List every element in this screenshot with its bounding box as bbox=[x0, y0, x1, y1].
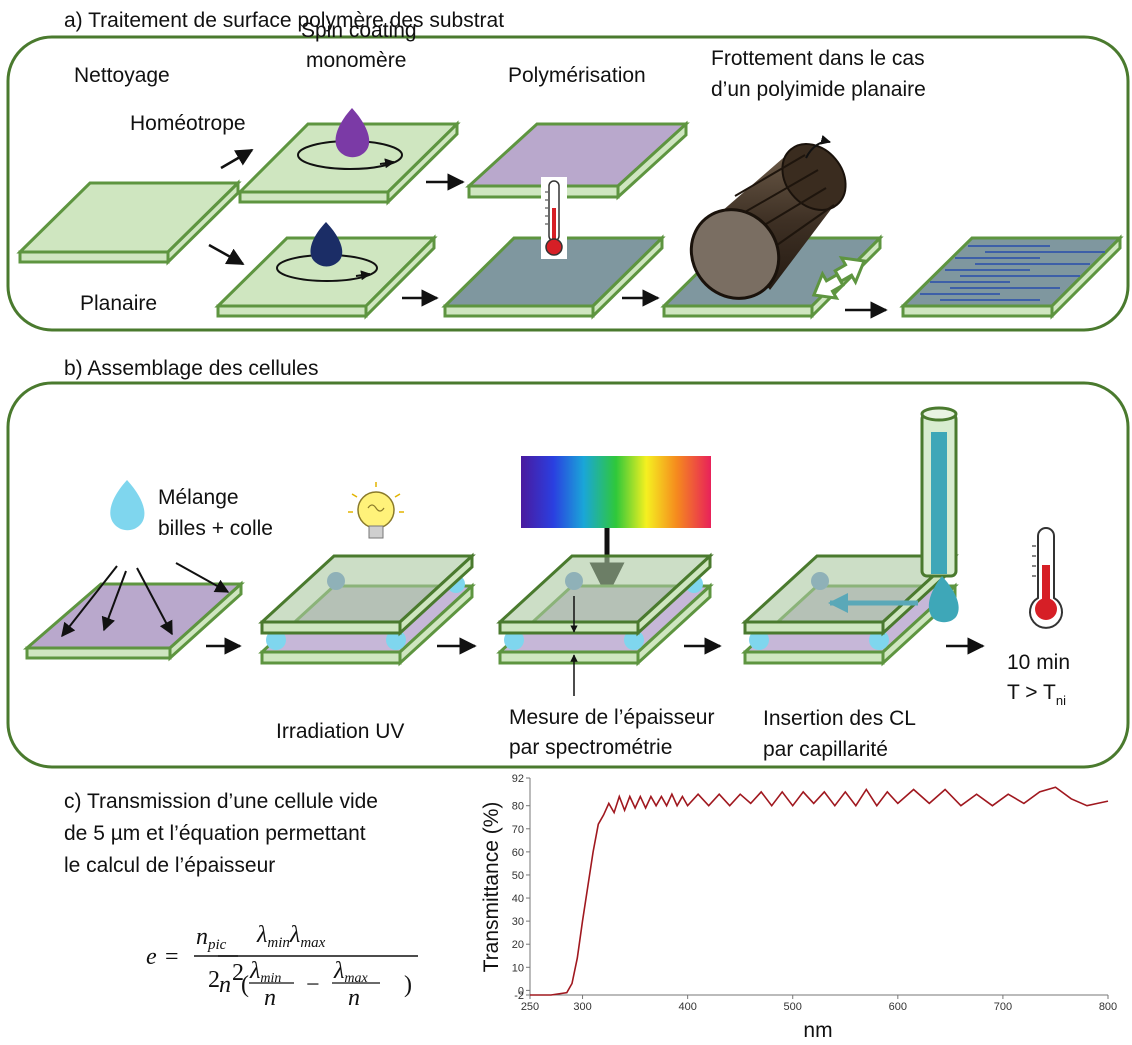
mesure-line1: Mesure de l’épaisseur bbox=[509, 706, 714, 729]
eq-frac2-num: λmax bbox=[333, 958, 369, 986]
y-tick-label: 10 bbox=[512, 962, 524, 974]
heating-temp: T > Tni bbox=[1007, 681, 1066, 708]
irradiation-label: Irradiation UV bbox=[276, 720, 404, 743]
thickness-equation: e = npic 2 λminλmax n 2 ( λmin n − λmax … bbox=[146, 922, 418, 1011]
eq-minus: − bbox=[306, 972, 320, 998]
substrate-purple-b bbox=[22, 580, 245, 662]
step-frottement-line2: d’un polyimide planaire bbox=[711, 78, 926, 101]
y-tick-label: 30 bbox=[512, 916, 524, 928]
x-tick-label: 300 bbox=[573, 1001, 591, 1013]
eq-frac1-den: n bbox=[264, 985, 276, 1011]
y-tick-label: 50 bbox=[512, 870, 524, 882]
drop-mixture-icon bbox=[110, 480, 145, 531]
step-spin-line2: monomère bbox=[306, 49, 406, 72]
step-spin-line1: Spin coating bbox=[301, 19, 417, 42]
substrate-poly-homeotrope bbox=[465, 120, 690, 201]
capillary-tube-icon bbox=[920, 406, 959, 623]
rotation-arrow bbox=[805, 134, 831, 159]
substrate-clean bbox=[16, 179, 242, 266]
substrate-rubbed bbox=[899, 234, 1124, 320]
x-tick-label: 400 bbox=[678, 1001, 696, 1013]
x-tick-label: 700 bbox=[994, 1001, 1012, 1013]
eq-npic: npic bbox=[196, 924, 227, 953]
caption-line3: le calcul de l’épaisseur bbox=[64, 854, 275, 877]
y-axis-label: Transmittance (%) bbox=[480, 802, 503, 973]
y-tick-label: -2 bbox=[514, 990, 524, 1002]
section-b-frame bbox=[6, 381, 1130, 769]
spectrum-bar bbox=[521, 456, 711, 528]
eq-lhs: e bbox=[146, 944, 157, 970]
y-tick-label: 80 bbox=[512, 801, 524, 813]
eq-frac1-num: λmin bbox=[249, 958, 281, 986]
x-tick-label: 600 bbox=[889, 1001, 907, 1013]
section-b-title: b) Assemblage des cellules bbox=[64, 357, 318, 380]
y-tick-label: 92 bbox=[512, 773, 524, 785]
x-tick-label: 500 bbox=[784, 1001, 802, 1013]
y-tick-label: 40 bbox=[512, 893, 524, 905]
y-tick-label: 20 bbox=[512, 939, 524, 951]
transmittance-chart: 250 300 400 500 600 700 800 -20 10 20 30 40 50 60 70 80… bbox=[480, 773, 1117, 1042]
step-nettoyage: Nettoyage bbox=[74, 64, 170, 87]
insertion-line2: par capillarité bbox=[763, 738, 888, 761]
heating-time: 10 min bbox=[1007, 651, 1070, 674]
eq-frac2-den: n bbox=[348, 985, 360, 1011]
cell-measure bbox=[496, 552, 714, 667]
substrate-poly-planaire bbox=[441, 234, 666, 320]
step-frottement-line1: Frottement dans le cas bbox=[711, 47, 925, 70]
insertion-line1: Insertion des CL bbox=[763, 707, 916, 730]
x-tick-label: 800 bbox=[1099, 1001, 1117, 1013]
y-tick-label: 0 bbox=[518, 985, 524, 997]
thermometer-b-icon bbox=[1029, 527, 1063, 629]
x-axis-label: nm bbox=[803, 1019, 832, 1042]
roller-icon bbox=[689, 143, 847, 300]
eq-paren-close: ) bbox=[404, 972, 412, 998]
substrate-spin-homeotrope bbox=[236, 120, 461, 206]
eq-two: 2 bbox=[208, 967, 220, 993]
section-a-frame bbox=[6, 35, 1130, 332]
drop-purple-icon bbox=[335, 108, 370, 158]
section-a-arrows bbox=[208, 148, 888, 319]
caption-line1: c) Transmission d’une cellule vide bbox=[64, 790, 378, 813]
y-tick-label: 60 bbox=[512, 847, 524, 859]
x-tick-label: 250 bbox=[521, 1001, 539, 1013]
section-a-title: a) Traitement de surface polymère des su… bbox=[64, 9, 504, 32]
y-tick-label: 70 bbox=[512, 824, 524, 836]
eq-n: n bbox=[219, 972, 231, 998]
melange-line1: Mélange bbox=[158, 486, 239, 509]
substrate-spin-planaire bbox=[214, 234, 438, 320]
dispense-arrows bbox=[61, 562, 230, 638]
cell-uv bbox=[258, 552, 476, 667]
eq-square: 2 bbox=[232, 960, 244, 986]
thermometer-icon bbox=[541, 177, 567, 259]
melange-line2: billes + colle bbox=[158, 517, 273, 540]
rubbing-direction-icon bbox=[811, 255, 867, 301]
label-planaire: Planaire bbox=[80, 292, 157, 315]
uv-lamp-icon bbox=[348, 482, 404, 539]
label-homeotrope: Homéotrope bbox=[130, 112, 246, 135]
eq-paren-open: ( bbox=[241, 972, 249, 998]
eq-numerator: λminλmax bbox=[256, 922, 326, 951]
caption-line2: de 5 µm et l’équation permettant bbox=[64, 822, 366, 845]
eq-equals: = bbox=[165, 944, 179, 970]
transmittance-curve bbox=[530, 786, 1109, 996]
drop-navy-icon bbox=[310, 222, 343, 267]
step-polymerisation: Polymérisation bbox=[508, 64, 646, 87]
mesure-line2: par spectrométrie bbox=[509, 736, 672, 759]
